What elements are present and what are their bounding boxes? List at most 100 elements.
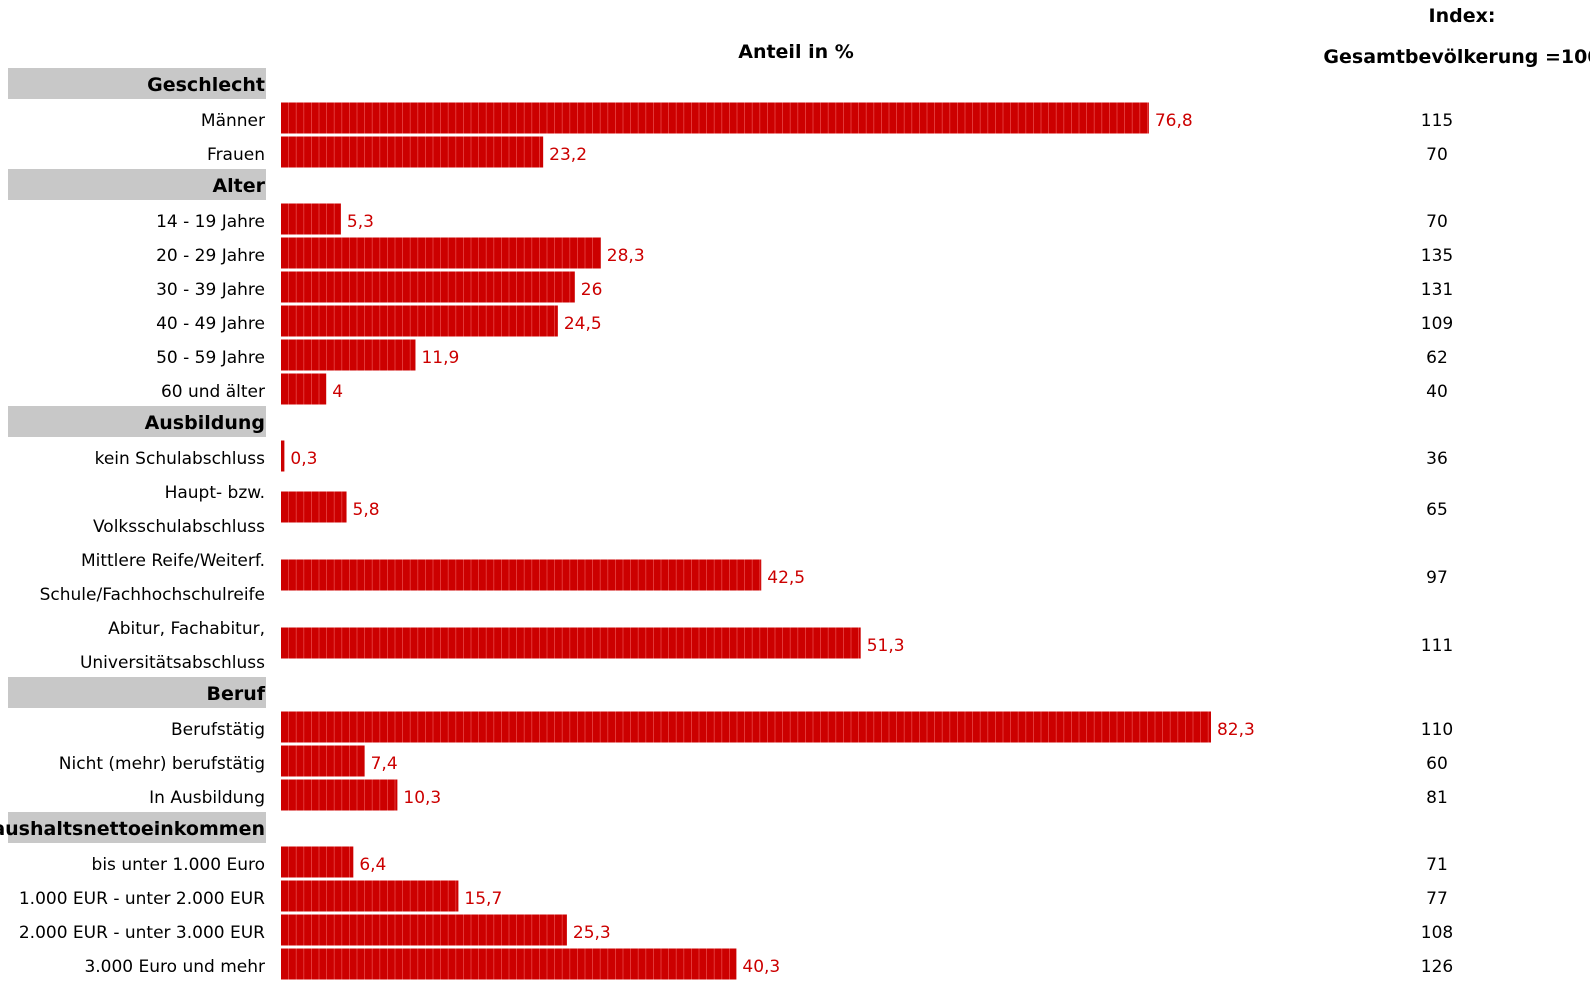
index-value: 115: [1421, 111, 1453, 131]
bar: [281, 271, 575, 303]
category-label: 40 - 49 Jahre: [156, 314, 265, 334]
value-column-title: Anteil in %: [738, 41, 854, 63]
category-label: 2.000 EUR - unter 3.000 EUR: [19, 923, 265, 943]
index-value: 71: [1426, 855, 1448, 875]
bar: [281, 627, 861, 659]
index-value: 40: [1426, 382, 1448, 402]
group-header-band: [8, 812, 266, 843]
value-label: 10,3: [403, 788, 441, 808]
index-value: 62: [1426, 348, 1448, 368]
bar: [281, 305, 558, 337]
category-label: Berufstätig: [171, 720, 265, 740]
chart-rows: Geschlecht Männer 76,8 115 Frauen 23,2 70 Alter…: [0, 68, 1453, 980]
value-label: 26: [581, 280, 603, 300]
group-header-band: [8, 169, 266, 200]
category-label: In Ausbildung: [149, 788, 265, 808]
category-label: 60 und älter: [161, 382, 265, 402]
bar-segment-lines: [288, 491, 343, 523]
bar-segment-lines: [288, 880, 457, 912]
bar-segment-lines: [288, 102, 1148, 134]
index-value: 77: [1426, 889, 1448, 909]
category-label: Universitätsabschluss: [80, 653, 265, 673]
category-label: 50 - 59 Jahre: [156, 348, 265, 368]
bar: [281, 136, 544, 168]
bar-segment-lines: [288, 305, 555, 337]
value-label: 42,5: [767, 568, 805, 588]
value-label: 15,7: [464, 889, 502, 909]
group-header-band: [8, 677, 266, 708]
category-label: Abitur, Fachabitur,: [108, 619, 265, 639]
bar: [281, 779, 398, 811]
value-label: 82,3: [1217, 720, 1255, 740]
index-value: 126: [1421, 957, 1453, 977]
bar: [281, 440, 285, 472]
bar-segment-lines: [288, 627, 859, 659]
category-label: kein Schulabschluss: [95, 449, 266, 469]
bar-segment-lines: [288, 745, 358, 777]
category-label: 30 - 39 Jahre: [156, 280, 265, 300]
category-label: Männer: [201, 111, 265, 131]
value-label: 11,9: [421, 348, 459, 368]
index-value: 97: [1426, 568, 1448, 588]
index-value: 36: [1426, 449, 1448, 469]
value-label: 6,4: [359, 855, 386, 875]
value-label: 7,4: [371, 754, 398, 774]
index-value: 108: [1421, 923, 1453, 943]
bar-segment-lines: [288, 846, 350, 878]
bar-segment-lines: [288, 237, 593, 269]
index-column-title-line2: Gesamtbevölkerung =100: [1323, 46, 1590, 68]
bar-segment-lines: [288, 136, 540, 168]
bar-segment-lines: [288, 948, 730, 980]
index-value: 70: [1426, 212, 1448, 232]
bar: [281, 491, 347, 523]
category-label: Schule/Fachhochschulreife: [40, 585, 265, 605]
index-value: 111: [1421, 636, 1453, 656]
group-header-band: [8, 406, 266, 437]
value-label: 25,3: [573, 923, 611, 943]
bar-segment-lines: [288, 559, 761, 591]
bar-segment-lines: [288, 203, 335, 235]
value-label: 5,8: [353, 500, 380, 520]
category-label: 3.000 Euro und mehr: [84, 957, 265, 977]
group-header-3: Beruf: [206, 683, 265, 705]
value-label: 28,3: [607, 246, 645, 266]
category-label: bis unter 1.000 Euro: [92, 855, 265, 875]
group-header-4: Haushaltsnettoeinkommen: [0, 818, 265, 840]
bar: [281, 102, 1149, 134]
value-label: 40,3: [742, 957, 780, 977]
bar-segment-lines: [288, 914, 563, 946]
value-label: 76,8: [1155, 111, 1193, 131]
group-header-1: Alter: [212, 175, 265, 197]
bar: [281, 914, 567, 946]
index-value: 81: [1426, 788, 1448, 808]
value-label: 5,3: [347, 212, 374, 232]
value-label: 0,3: [290, 449, 317, 469]
bar-segment-lines: [288, 779, 396, 811]
category-label: Nicht (mehr) berufstätig: [59, 754, 265, 774]
group-header-0: Geschlecht: [147, 74, 265, 96]
category-label: Haupt- bzw.: [165, 483, 265, 503]
group-header-band: [8, 68, 266, 99]
bar-segment-lines: [288, 339, 411, 371]
bar: [281, 559, 762, 591]
category-label: Volksschulabschluss: [93, 517, 265, 537]
category-label: 20 - 29 Jahre: [156, 246, 265, 266]
index-value: 109: [1421, 314, 1453, 334]
index-value: 135: [1421, 246, 1453, 266]
bar: [281, 745, 365, 777]
index-value: 65: [1426, 500, 1448, 520]
bar-segment-lines: [288, 711, 1209, 743]
value-label: 51,3: [867, 636, 905, 656]
category-label: 1.000 EUR - unter 2.000 EUR: [19, 889, 265, 909]
bar: [281, 846, 354, 878]
index-value: 110: [1421, 720, 1453, 740]
value-label: 4: [332, 382, 343, 402]
index-column-title-line1: Index:: [1429, 5, 1496, 27]
value-label: 23,2: [549, 145, 587, 165]
bar: [281, 203, 341, 235]
index-value: 60: [1426, 754, 1448, 774]
category-label: 14 - 19 Jahre: [156, 212, 265, 232]
bar: [281, 880, 459, 912]
index-value: 131: [1421, 280, 1453, 300]
